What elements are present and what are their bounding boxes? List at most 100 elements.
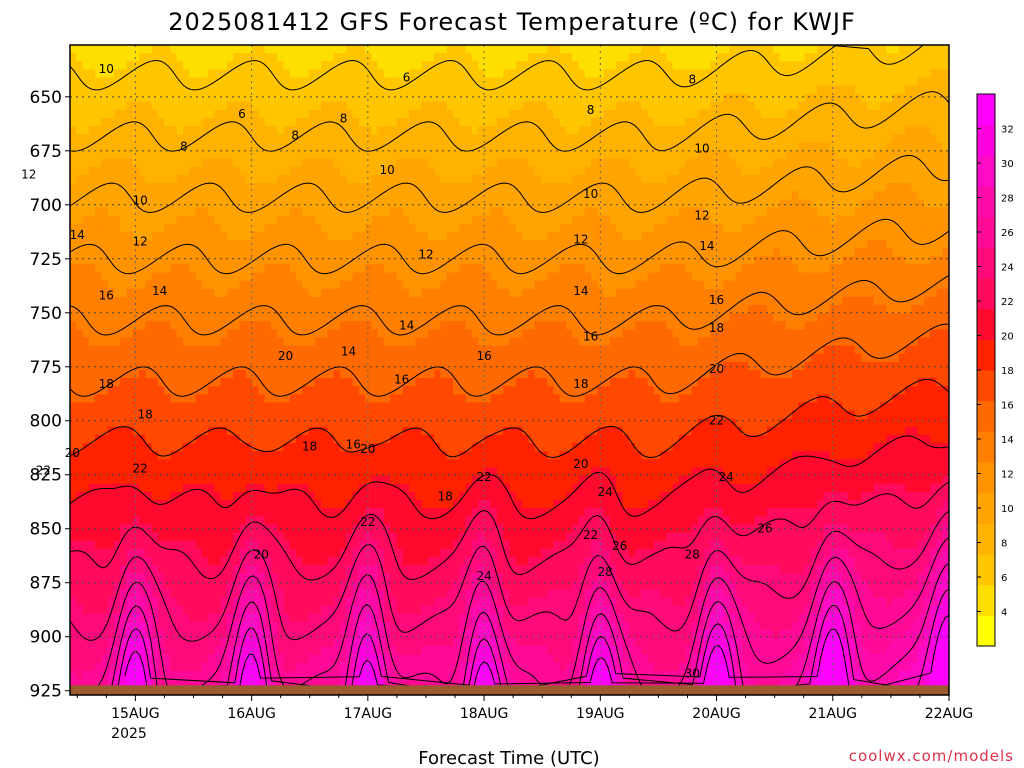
- temperature-cell: [340, 573, 348, 582]
- temperature-cell: [120, 491, 128, 501]
- temperature-cell: [145, 199, 153, 209]
- temperature-cell: [239, 305, 247, 314]
- temperature-cell: [239, 361, 247, 371]
- temperature-cell: [170, 451, 178, 461]
- temperature-cell: [377, 61, 385, 71]
- temperature-cell: [264, 93, 272, 103]
- temperature-cell: [201, 662, 209, 672]
- temperature-cell: [434, 540, 442, 550]
- temperature-cell: [346, 61, 354, 71]
- temperature-cell: [157, 516, 165, 526]
- temperature-cell: [358, 191, 366, 201]
- temperature-cell: [283, 256, 291, 266]
- temperature-cell: [214, 370, 222, 379]
- temperature-cell: [151, 540, 159, 550]
- temperature-cell: [270, 678, 278, 688]
- temperature-cell: [327, 556, 335, 566]
- temperature-cell: [409, 93, 417, 103]
- temperature-cell: [321, 556, 329, 566]
- temperature-cell: [396, 605, 404, 615]
- temperature-cell: [170, 353, 178, 363]
- temperature-cell: [70, 435, 78, 444]
- temperature-cell: [107, 638, 115, 647]
- temperature-cell: [340, 305, 348, 314]
- temperature-cell: [402, 345, 410, 355]
- temperature-cell: [390, 475, 398, 485]
- temperature-cell: [358, 646, 366, 656]
- temperature-cell: [352, 402, 360, 412]
- temperature-cell: [139, 646, 147, 656]
- temperature-cell: [371, 491, 379, 501]
- temperature-cell: [270, 288, 278, 298]
- temperature-cell: [227, 370, 235, 379]
- temperature-cell: [214, 467, 222, 477]
- temperature-cell: [201, 93, 209, 103]
- temperature-cell: [352, 126, 360, 136]
- temperature-cell: [101, 69, 109, 79]
- temperature-cell: [396, 345, 404, 355]
- temperature-cell: [76, 321, 84, 331]
- temperature-cell: [321, 183, 329, 192]
- temperature-cell: [453, 69, 461, 79]
- temperature-cell: [95, 264, 103, 274]
- temperature-cell: [396, 166, 404, 176]
- temperature-cell: [227, 508, 235, 517]
- temperature-cell: [107, 426, 115, 436]
- temperature-cell: [195, 565, 203, 574]
- temperature-cell: [409, 581, 417, 591]
- temperature-cell: [201, 540, 209, 550]
- temperature-cell: [283, 605, 291, 615]
- temperature-cell: [264, 556, 272, 566]
- temperature-cell: [239, 313, 247, 322]
- temperature-cell: [101, 670, 109, 680]
- temperature-cell: [383, 508, 391, 517]
- temperature-cell: [283, 166, 291, 176]
- temperature-cell: [70, 118, 78, 127]
- temperature-cell: [145, 101, 153, 111]
- temperature-cell: [189, 646, 197, 656]
- temperature-cell: [201, 101, 209, 111]
- temperature-cell: [415, 134, 423, 144]
- temperature-cell: [183, 540, 191, 550]
- temperature-cell: [365, 305, 373, 314]
- temperature-cell: [164, 597, 172, 607]
- temperature-cell: [95, 370, 103, 379]
- temperature-cell: [176, 175, 184, 184]
- temperature-cell: [233, 678, 241, 688]
- temperature-cell: [327, 386, 335, 396]
- temperature-cell: [132, 467, 140, 477]
- temperature-cell: [183, 166, 191, 176]
- temperature-cell: [264, 638, 272, 647]
- temperature-cell: [308, 158, 316, 168]
- temperature-cell: [120, 166, 128, 176]
- temperature-cell: [95, 77, 103, 87]
- temperature-cell: [421, 183, 429, 192]
- temperature-cell: [101, 353, 109, 363]
- temperature-cell: [114, 329, 122, 339]
- temperature-cell: [340, 296, 348, 306]
- temperature-cell: [214, 630, 222, 639]
- temperature-cell: [415, 662, 423, 672]
- temperature-cell: [446, 508, 454, 517]
- temperature-cell: [132, 77, 140, 87]
- temperature-cell: [277, 93, 285, 103]
- temperature-cell: [151, 410, 159, 420]
- temperature-cell: [346, 524, 354, 534]
- temperature-cell: [245, 516, 253, 526]
- temperature-cell: [101, 654, 109, 664]
- temperature-cell: [126, 61, 134, 71]
- temperature-cell: [132, 402, 140, 412]
- temperature-cell: [434, 69, 442, 79]
- temperature-cell: [409, 370, 417, 379]
- temperature-cell: [308, 361, 316, 371]
- temperature-cell: [396, 288, 404, 298]
- temperature-cell: [227, 45, 235, 54]
- temperature-cell: [308, 670, 316, 680]
- temperature-cell: [283, 223, 291, 233]
- temperature-cell: [264, 166, 272, 176]
- temperature-cell: [164, 386, 172, 396]
- temperature-cell: [227, 630, 235, 639]
- temperature-cell: [427, 296, 435, 306]
- temperature-cell: [453, 345, 461, 355]
- temperature-cell: [220, 524, 228, 534]
